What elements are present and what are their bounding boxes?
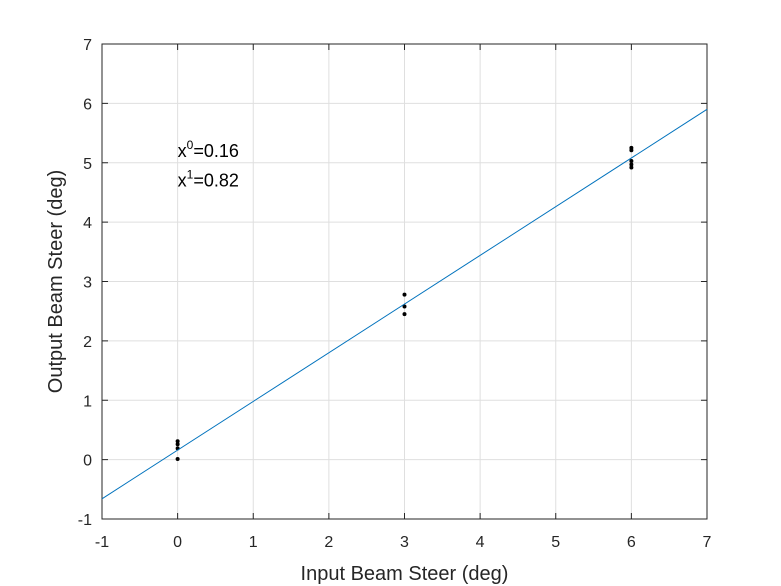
fit-coefficient-label: x1=0.82 <box>178 168 239 191</box>
data-point <box>175 457 180 462</box>
y-tick-label: 4 <box>83 215 92 232</box>
y-tick-label: 3 <box>83 275 92 292</box>
x-tick-label: 5 <box>551 534 560 551</box>
x-tick-label: 7 <box>703 534 712 551</box>
coefficient-base: x <box>178 171 187 191</box>
x-tick-label: 6 <box>627 534 636 551</box>
coefficient-value: =0.16 <box>193 141 239 161</box>
data-point <box>629 165 634 170</box>
data-point <box>175 439 180 444</box>
fit-line <box>101 108 708 500</box>
ticks <box>101 43 708 520</box>
y-tick-label: 1 <box>83 393 92 410</box>
coefficient-superscript: 0 <box>187 138 194 152</box>
data-point <box>402 304 407 309</box>
y-tick-label: 0 <box>83 453 92 470</box>
y-tick-labels: -1 0 1 2 3 4 5 6 7 <box>78 37 92 529</box>
y-tick-label: 7 <box>83 37 92 54</box>
data-point <box>629 148 634 153</box>
coefficient-superscript: 1 <box>187 168 194 182</box>
x-tick-label: 0 <box>173 534 182 551</box>
grid <box>101 43 708 520</box>
y-tick-label: 2 <box>83 334 92 351</box>
data-point <box>629 162 634 167</box>
y-axis-label: Output Beam Steer (deg) <box>45 170 67 393</box>
coefficient-base: x <box>178 141 187 161</box>
x-tick-label: 3 <box>400 534 409 551</box>
series-layer <box>101 108 708 500</box>
fit-coefficient-label: x0=0.16 <box>178 138 239 161</box>
x-tick-labels: -1 0 1 2 3 4 5 6 7 <box>95 534 712 551</box>
data-point <box>402 292 407 297</box>
data-point <box>402 312 407 317</box>
y-tick-label: -1 <box>78 512 92 529</box>
y-tick-label: 6 <box>83 96 92 113</box>
x-tick-label: 1 <box>249 534 258 551</box>
x-tick-label: 2 <box>324 534 333 551</box>
y-tick-label: 5 <box>83 156 92 173</box>
data-point <box>175 442 180 447</box>
x-tick-label: 4 <box>476 534 485 551</box>
x-tick-label: -1 <box>95 534 109 551</box>
x-axis-label: Input Beam Steer (deg) <box>301 563 509 585</box>
data-point <box>629 158 634 163</box>
coefficient-value: =0.82 <box>193 171 239 191</box>
